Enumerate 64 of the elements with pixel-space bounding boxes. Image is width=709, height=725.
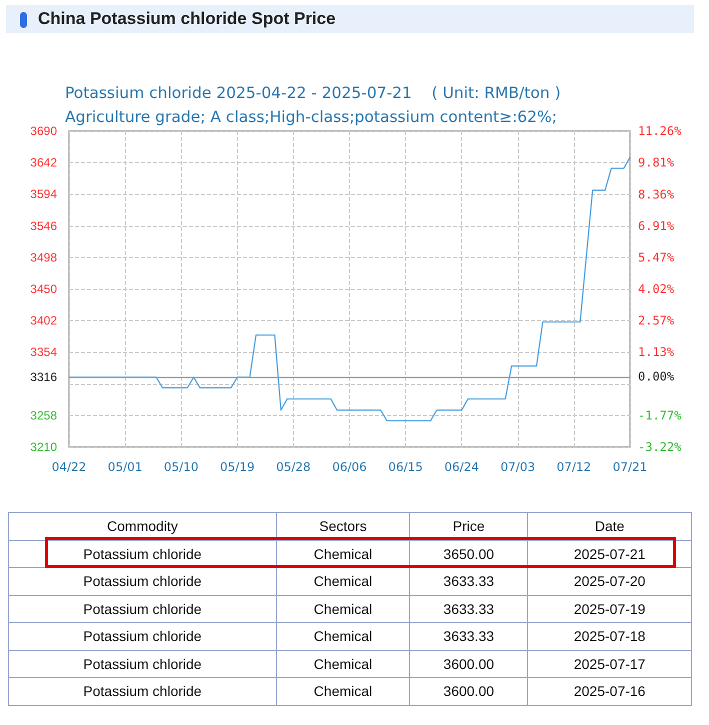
y-tick-label: 3498 [30,250,58,264]
x-tick-label: 07/21 [612,460,648,474]
y-tick-label: 3450 [30,282,58,296]
text: Potassium chloride [8,568,276,595]
y-tick-label: 3642 [30,156,58,170]
text: Chemical [276,622,410,650]
category-label: Commodity [8,512,276,540]
y-tick-label: 3546 [30,218,58,233]
y2-tick-label: 5.47% [638,250,675,264]
text: Potassium chloride [8,540,276,568]
category-label: Sectors [276,512,410,540]
y2-tick-label: 8.36% [638,187,675,202]
x-tick-label: 05/01 [108,460,142,474]
y-tick-label: 3402 [30,314,58,328]
x-tick-label: 06/24 [444,460,479,474]
x-tick-label: 06/15 [388,460,423,474]
text: Potassium chloride [8,678,276,705]
text: 3633.33 [410,568,528,595]
y2-tick-label: 1.13% [638,345,675,360]
text: 2025-07-21 [528,540,692,568]
text: 2025-07-17 [528,650,692,678]
y2-tick-label: 6.91% [638,218,675,233]
text: Potassium chloride [8,595,276,622]
y2-tick-label: -3.22% [638,440,682,454]
text: 3633.33 [410,595,528,622]
y2-tick-label: -1.77% [638,408,682,422]
y2-tick-label: 11.26% [638,124,682,138]
chart-subtitle: Potassium chloride 2025-04-22 - 2025-07-21 ( Unit: RMB/ton ) Agriculture grade; A class;High-class;potassium content≥:62%; [65,84,561,126]
y-tick-label: 3258 [30,408,58,422]
text: 3600.00 [410,678,528,705]
y2-tick-label: 9.81% [638,156,675,170]
text: 2025-07-18 [528,622,692,650]
text: 2025-07-19 [528,595,692,622]
ref-line-label: 3316 [30,370,58,384]
y-tick-label: 3354 [30,345,58,360]
text: Chemical [276,595,410,622]
category-label: Date [528,512,692,540]
text: Potassium chloride [8,622,276,650]
chart-title: China Potassium chloride Spot Price [38,9,336,29]
y2-tick-label: 4.02% [638,282,675,296]
y2-tick-label: 2.57% [638,314,675,328]
x-tick-label: 07/12 [556,460,592,474]
x-tick-label: 06/06 [332,460,367,474]
text: 2025-07-16 [528,678,692,705]
text: Chemical [276,678,410,705]
category-label: Price [410,512,528,540]
text: Chemical [276,568,410,595]
y2-tick-label: 0.00% [638,370,675,384]
text: 3600.00 [410,650,528,678]
y-tick-label: 3690 [30,124,58,138]
text: 3650.00 [410,540,528,568]
text: Chemical [276,540,410,568]
x-tick-label: 05/19 [220,460,255,474]
x-tick-label: 07/03 [500,460,536,474]
text: 2025-07-20 [528,568,692,595]
y-tick-label: 3594 [30,187,58,202]
text: 3633.33 [410,622,528,650]
text: Chemical [276,650,410,678]
x-tick-label: 05/10 [164,460,198,474]
line-series [68,156,631,422]
x-tick-label: 05/28 [276,460,311,474]
text: Potassium chloride [8,650,276,678]
x-tick-label: 04/22 [52,460,86,474]
y-tick-label: 3210 [30,440,58,454]
